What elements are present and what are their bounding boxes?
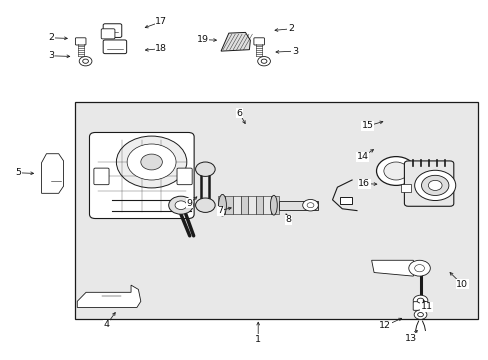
Circle shape xyxy=(416,298,423,303)
FancyBboxPatch shape xyxy=(412,302,427,310)
Circle shape xyxy=(168,196,193,214)
Bar xyxy=(255,196,263,214)
Circle shape xyxy=(414,170,455,201)
Ellipse shape xyxy=(218,194,226,216)
Polygon shape xyxy=(77,285,141,307)
Circle shape xyxy=(195,198,215,212)
Text: 1: 1 xyxy=(255,335,261,343)
Circle shape xyxy=(302,199,318,211)
Circle shape xyxy=(306,203,313,208)
Circle shape xyxy=(82,59,88,63)
Text: 19: 19 xyxy=(197,35,208,44)
Text: 10: 10 xyxy=(455,280,467,289)
Bar xyxy=(263,196,270,214)
FancyBboxPatch shape xyxy=(177,168,192,185)
Polygon shape xyxy=(371,260,415,276)
Circle shape xyxy=(417,312,423,317)
Text: 11: 11 xyxy=(420,302,432,311)
Bar xyxy=(339,197,351,204)
Circle shape xyxy=(261,59,266,63)
Text: 9: 9 xyxy=(186,199,192,208)
Polygon shape xyxy=(41,154,63,193)
Circle shape xyxy=(414,265,424,272)
FancyBboxPatch shape xyxy=(103,40,126,54)
Bar xyxy=(217,196,225,214)
Text: 4: 4 xyxy=(103,320,109,329)
Circle shape xyxy=(427,180,441,190)
FancyBboxPatch shape xyxy=(75,38,86,45)
Circle shape xyxy=(127,144,176,180)
Bar xyxy=(232,196,240,214)
Circle shape xyxy=(79,57,92,66)
Text: 3: 3 xyxy=(291,46,297,55)
Text: 17: 17 xyxy=(155,17,167,26)
FancyBboxPatch shape xyxy=(103,24,122,37)
Text: 15: 15 xyxy=(361,122,373,130)
Circle shape xyxy=(413,310,426,319)
Circle shape xyxy=(376,157,415,185)
Circle shape xyxy=(408,260,429,276)
Text: 7: 7 xyxy=(217,206,223,215)
Text: 3: 3 xyxy=(48,51,54,60)
Circle shape xyxy=(412,295,427,306)
Text: 18: 18 xyxy=(155,44,167,53)
Bar xyxy=(270,196,278,214)
Circle shape xyxy=(421,175,448,195)
Circle shape xyxy=(257,57,270,66)
Bar xyxy=(278,201,317,210)
Circle shape xyxy=(383,162,407,180)
Polygon shape xyxy=(221,32,250,51)
Bar xyxy=(225,196,232,214)
Text: 8: 8 xyxy=(285,215,291,224)
Text: 14: 14 xyxy=(356,152,368,161)
Circle shape xyxy=(141,154,162,170)
FancyBboxPatch shape xyxy=(94,168,109,185)
FancyBboxPatch shape xyxy=(404,161,453,206)
Text: 5: 5 xyxy=(16,168,21,177)
Circle shape xyxy=(195,162,215,176)
Text: 12: 12 xyxy=(379,321,390,330)
Ellipse shape xyxy=(270,195,277,215)
Text: 2: 2 xyxy=(287,24,293,33)
Text: 6: 6 xyxy=(236,109,242,118)
Bar xyxy=(247,196,255,214)
FancyBboxPatch shape xyxy=(89,132,194,219)
Circle shape xyxy=(116,136,186,188)
FancyBboxPatch shape xyxy=(253,38,264,45)
Text: 16: 16 xyxy=(358,179,369,188)
FancyBboxPatch shape xyxy=(101,29,115,39)
Bar xyxy=(75,102,477,319)
Text: 2: 2 xyxy=(48,33,54,42)
Circle shape xyxy=(175,201,186,210)
Bar xyxy=(240,196,247,214)
Text: 13: 13 xyxy=(404,334,416,343)
Bar xyxy=(400,184,410,192)
